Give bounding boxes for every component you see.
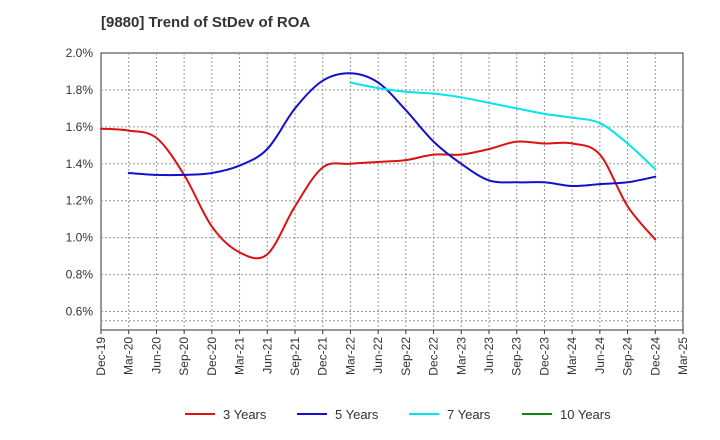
x-tick-label: Sep-23 [510, 337, 524, 376]
legend-label-5-years: 5 Years [335, 407, 379, 422]
y-tick-label: 1.0% [66, 231, 94, 245]
legend-label-7-years: 7 Years [447, 407, 491, 422]
x-tick-label: Jun-23 [482, 337, 496, 374]
x-tick-label: Dec-19 [94, 337, 108, 376]
legend-label-10-years: 10 Years [560, 407, 611, 422]
x-tick-label: Sep-21 [288, 337, 302, 376]
x-tick-label: Jun-21 [260, 337, 274, 374]
series-line-5-years [127, 72, 657, 188]
y-tick-label: 1.2% [66, 194, 94, 208]
x-tick-label: Dec-20 [205, 337, 219, 376]
y-tick-label: 1.4% [66, 157, 94, 171]
x-tick-label: Dec-22 [427, 337, 441, 376]
plot-area [100, 52, 684, 331]
x-tick-label: Sep-20 [177, 337, 191, 376]
x-tick-label: Dec-23 [537, 337, 551, 376]
chart-title: [9880] Trend of StDev of ROA [101, 14, 311, 31]
y-tick-label: 1.8% [66, 83, 94, 97]
legend-label-3-years: 3 Years [223, 407, 267, 422]
x-tick-label: Mar-22 [343, 337, 357, 375]
x-tick-label: Mar-21 [233, 337, 247, 375]
grid [101, 53, 683, 330]
series-line-7-years [349, 81, 657, 171]
x-tick-label: Sep-22 [399, 337, 413, 376]
y-tick-label: 2.0% [66, 46, 94, 60]
x-tick-label: Mar-20 [122, 337, 136, 375]
y-tick-label: 0.8% [66, 268, 94, 282]
x-tick-label: Mar-23 [454, 337, 468, 375]
series-line-3-years [100, 127, 657, 260]
x-tick-label: Dec-21 [316, 337, 330, 376]
legend: 3 Years 5 Years 7 Years 10 Years [185, 407, 611, 422]
x-tick-label: Mar-24 [565, 337, 579, 375]
series-lines [100, 72, 657, 260]
x-tick-label: Jun-22 [371, 337, 385, 374]
x-tick-label: Sep-24 [621, 337, 635, 376]
x-tick-label: Jun-24 [593, 337, 607, 374]
x-tick-label: Jun-20 [149, 337, 163, 374]
x-tick-label: Mar-25 [676, 337, 690, 375]
x-tick-label: Dec-24 [648, 337, 662, 376]
y-tick-label: 1.6% [66, 120, 94, 134]
y-tick-label: 0.6% [66, 305, 94, 319]
axes: 2.0% 1.8% 1.6% 1.4% 1.2% 1.0% 0.8% 0.6% Dec-19 Ma… [66, 46, 690, 376]
